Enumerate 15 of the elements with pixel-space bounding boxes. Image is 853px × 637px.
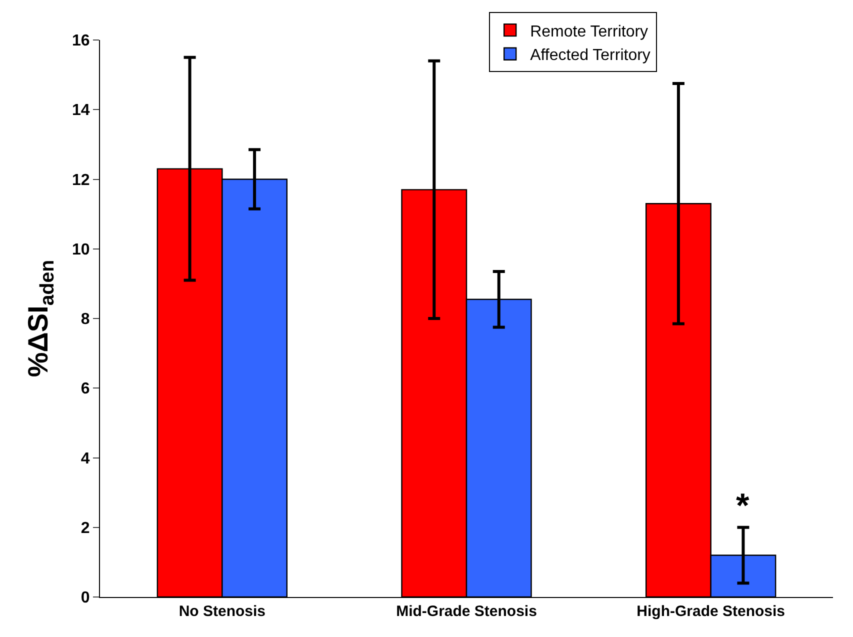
annotation: * [736, 487, 750, 525]
legend-label: Remote Territory [530, 23, 648, 40]
x-tick-label: High-Grade Stenosis [636, 603, 786, 620]
legend-label: Affected Territory [530, 47, 650, 64]
x-tick-label: No Stenosis [178, 603, 266, 620]
y-tick-label: 12 [72, 172, 90, 189]
y-tick-label: 4 [80, 450, 90, 468]
y-tick-label: 8 [80, 311, 90, 328]
y-tick-label: 16 [72, 32, 90, 50]
y-tick-label: 0 [80, 590, 90, 607]
y-tick-label: 14 [72, 102, 90, 120]
y-tick-label: 6 [80, 380, 90, 398]
y-tick-label: 2 [80, 520, 90, 537]
y-tick-label: 10 [72, 241, 90, 258]
x-tick-label: Mid-Grade Stenosis [396, 603, 537, 620]
